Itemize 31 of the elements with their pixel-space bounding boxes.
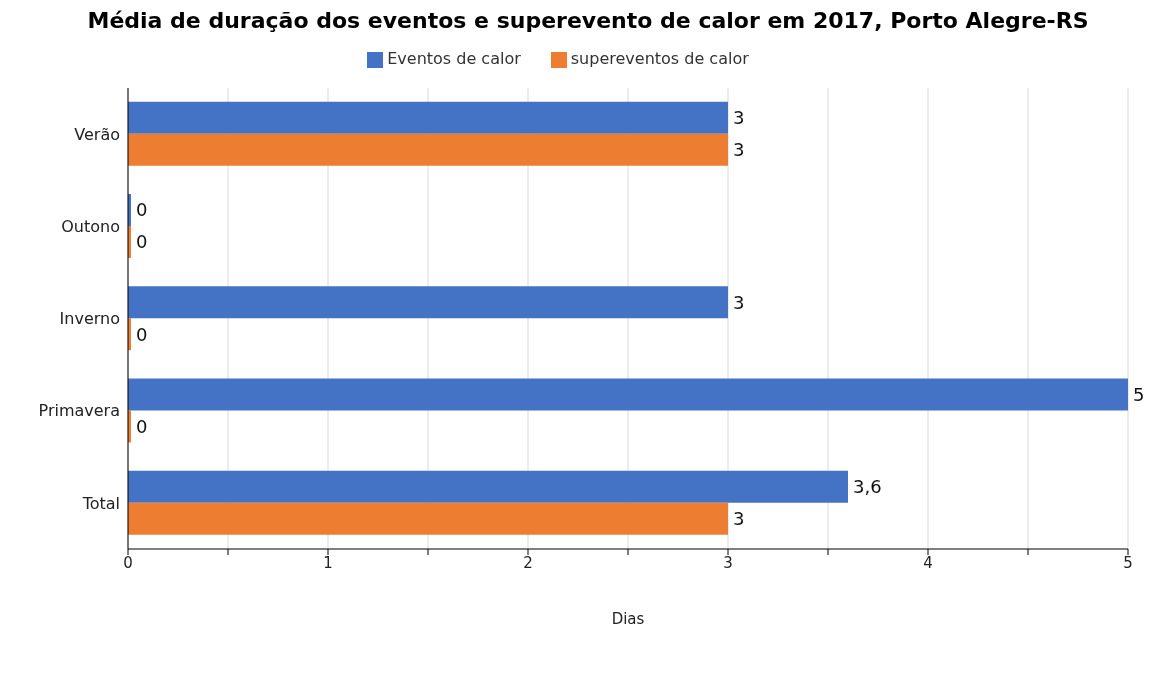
data-label: 3,6	[853, 476, 882, 498]
data-label: 3	[733, 139, 745, 161]
x-tick-label: 3	[723, 553, 733, 572]
chart-title: Média de duração dos eventos e superevento de calor em 2017, Porto Alegre-RS	[86, 8, 1090, 33]
bar	[128, 502, 728, 535]
bar	[128, 470, 848, 503]
bar	[128, 286, 728, 319]
data-label: 0	[136, 415, 148, 437]
y-tick-label: Total	[81, 493, 120, 513]
x-tick-label: 4	[923, 553, 933, 572]
x-tick-label: 5	[1123, 553, 1133, 572]
x-axis-title: Dias	[611, 610, 645, 628]
y-tick-label: Outono	[61, 216, 120, 236]
x-tick-label: 1	[323, 553, 333, 572]
data-label: 5	[1133, 383, 1145, 405]
data-label: 3	[733, 291, 745, 313]
y-tick-label: Verão	[74, 124, 120, 144]
bar	[128, 378, 1128, 411]
legend-label: supereventos de calor	[570, 49, 749, 68]
x-tick-label: 2	[523, 553, 533, 572]
y-tick-label: Primavera	[38, 401, 120, 421]
data-label: 3	[733, 107, 745, 129]
bar	[128, 101, 728, 134]
legend-label: Eventos de calor	[387, 49, 521, 68]
x-tick-label: 0	[123, 553, 133, 572]
y-tick-label: Inverno	[59, 309, 120, 329]
data-label: 0	[136, 199, 148, 221]
data-label: 0	[136, 323, 148, 345]
bar	[128, 133, 728, 166]
data-label: 3	[733, 508, 745, 530]
data-label: 0	[136, 231, 148, 253]
